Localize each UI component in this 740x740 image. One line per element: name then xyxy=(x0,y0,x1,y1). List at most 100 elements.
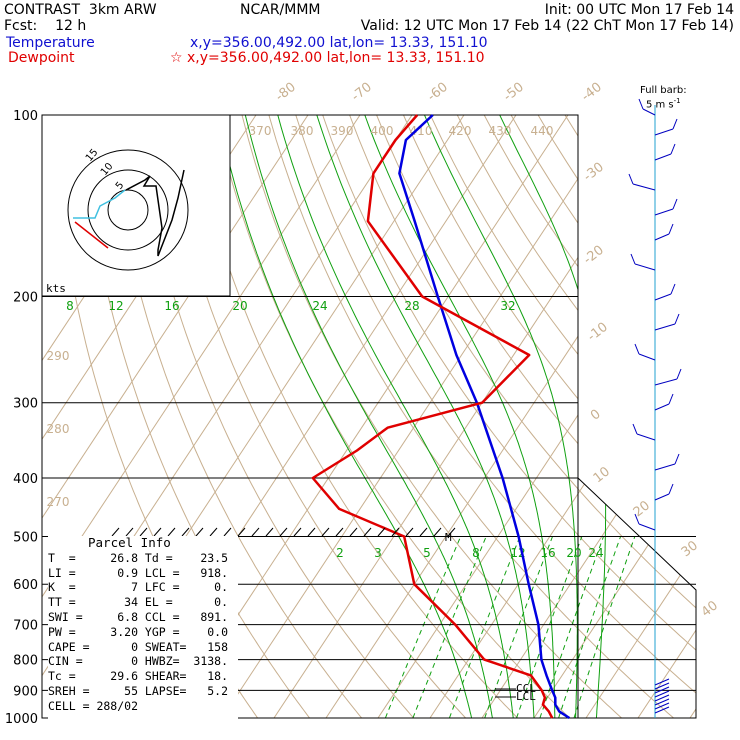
parcel-row: SWI = 6.8 CCL = 891. xyxy=(48,609,229,624)
hatch-mark xyxy=(293,527,302,537)
pressure-tick-label: 700 xyxy=(13,619,38,634)
wind-barb-flag xyxy=(670,283,676,295)
dry-adiabat-line xyxy=(618,115,696,718)
hodograph-units: kts xyxy=(46,282,66,295)
parcel-row: PW = 3.20 YGP = 0.0 xyxy=(48,624,229,639)
wind-barb xyxy=(654,323,676,331)
moist-adiabat-line xyxy=(244,115,493,718)
moist-adiabat-line xyxy=(277,115,514,718)
dry-adiabat-line xyxy=(268,115,689,718)
forecast-hour: Fcst: 12 h xyxy=(4,18,87,34)
parcel-row: CAPE = 0 SWEAT= 158 xyxy=(48,639,229,654)
pressure-tick-label: 900 xyxy=(13,684,38,699)
wind-barb xyxy=(638,353,656,361)
wind-barb xyxy=(654,493,670,501)
wind-barb-flag xyxy=(670,143,676,155)
wind-barb-flag xyxy=(672,118,678,130)
isotherm-label: -30 xyxy=(581,160,607,185)
hodograph-ring xyxy=(107,189,149,231)
hatch-mark xyxy=(237,527,246,537)
theta-label: 370 xyxy=(249,124,272,138)
wind-barb xyxy=(654,686,670,694)
temperature-legend: Temperature xyxy=(6,35,95,51)
dry-adiabat-line xyxy=(700,115,740,731)
parcel-info-panel: Parcel Info T = 26.8 Td = 23.5 LI = 0.9 L… xyxy=(48,535,238,732)
moist-adiabat-line xyxy=(364,115,556,718)
wind-barb-flag xyxy=(668,393,674,405)
hodograph-ring xyxy=(87,169,169,251)
theta-label: 380 xyxy=(291,124,314,138)
hodograph-box xyxy=(41,114,231,297)
isotherm-line xyxy=(681,115,696,718)
wind-barb-flag xyxy=(634,343,640,355)
wind-barb xyxy=(654,698,670,706)
wind-barb-flag xyxy=(676,368,682,380)
hatch-mark xyxy=(405,527,414,537)
moist-adiabat-label: 32 xyxy=(500,299,515,313)
hatch-mark xyxy=(335,527,344,537)
dry-adiabat-line xyxy=(456,115,696,718)
hatch-mark xyxy=(321,527,330,537)
mixing-ratio-label: 8 xyxy=(472,546,480,560)
isotherm-label: -40 xyxy=(579,80,605,105)
moist-adiabat-label: 8 xyxy=(66,299,74,313)
hatch-mark xyxy=(377,527,386,537)
wind-barb xyxy=(654,128,674,136)
wind-barb-flag xyxy=(674,453,680,465)
hatch-mark xyxy=(307,527,316,537)
hodograph-ring-label: 5 xyxy=(114,180,127,192)
model-name: 3km ARW xyxy=(88,2,157,18)
wind-barb xyxy=(634,263,656,271)
hatch-mark xyxy=(419,527,428,537)
moist-adiabat-grid xyxy=(217,115,607,718)
parcel-row: TT = 34 EL = 0. xyxy=(48,595,229,610)
hatch-mark xyxy=(223,527,232,537)
wind-barb-flag xyxy=(634,513,640,525)
wind-barb-flag xyxy=(674,313,680,325)
wind-barb xyxy=(654,702,670,710)
valid-time: Valid: 12 UTC Mon 17 Feb 14 (22 ChT Mon … xyxy=(360,18,734,34)
mixing-ratio-line xyxy=(384,536,462,718)
hatch-mark xyxy=(111,527,120,537)
m-marker: M xyxy=(445,531,452,544)
dewpoint-location: ☆ x,y=356.00,492.00 lat,lon= 13.33, 151.… xyxy=(170,50,485,66)
pressure-tick-label: 100 xyxy=(13,109,38,124)
isotherm-label: 20 xyxy=(631,498,653,520)
wind-barbs xyxy=(628,98,682,718)
wind-barb xyxy=(632,183,656,191)
isotherm-line xyxy=(369,115,696,718)
isotherm-label: -70 xyxy=(349,80,375,105)
wind-barb-flag xyxy=(672,198,678,210)
theta-label: 420 xyxy=(449,124,472,138)
theta-label: 390 xyxy=(331,124,354,138)
dry-adiabat-line xyxy=(133,115,426,718)
pressure-tick-label: 1000 xyxy=(5,712,38,727)
mixing-ratio-label: 16 xyxy=(540,546,555,560)
hodograph-upper-segment xyxy=(125,169,185,257)
dry-adiabat-line xyxy=(591,115,696,718)
moist-adiabat-line xyxy=(499,115,607,718)
hatch-mark xyxy=(125,527,134,537)
parcel-title: Parcel Info xyxy=(88,535,171,550)
hatch-mark xyxy=(181,527,190,537)
mixing-ratio-label: 5 xyxy=(423,546,431,560)
wind-barb xyxy=(642,108,656,116)
isotherm-line xyxy=(213,115,630,718)
pressure-tick-label: 400 xyxy=(13,472,38,487)
isotherm-label: -10 xyxy=(585,320,611,345)
init-time: Init: 00 UTC Mon 17 Feb 14 xyxy=(544,2,734,18)
hatch-mark xyxy=(279,527,288,537)
theta-label: 440 xyxy=(531,124,554,138)
lcl-marker: LCL xyxy=(516,690,536,703)
chart-frame xyxy=(41,114,697,719)
barb-legend: Full barb: 5 m s-1 xyxy=(640,85,687,111)
wind-barb xyxy=(654,208,674,216)
hatch-mark xyxy=(167,527,176,537)
dry-adiabat-line xyxy=(160,115,478,718)
moist-adiabat-label: 12 xyxy=(108,299,123,313)
hodograph-low-segment xyxy=(74,221,109,249)
pressure-tick-label: 800 xyxy=(13,654,38,669)
wind-barb xyxy=(654,694,670,702)
